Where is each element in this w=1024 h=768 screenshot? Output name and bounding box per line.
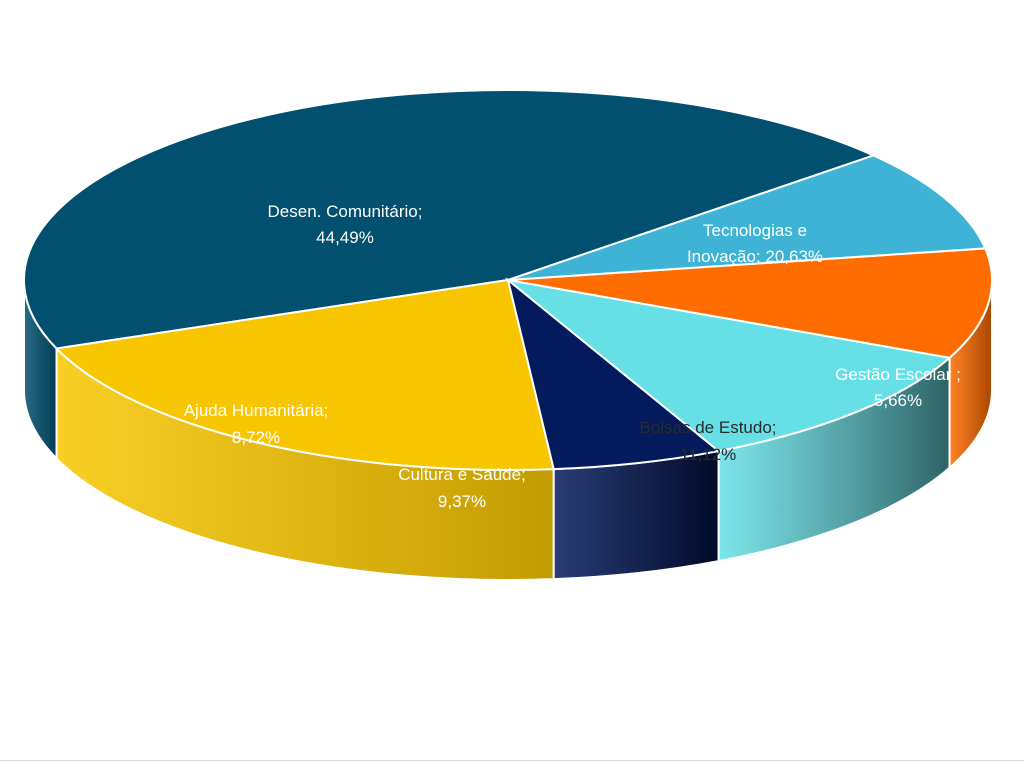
pie-slice-label-3: Bolsas de Estudo; 11,12% xyxy=(639,418,776,464)
pie-slice-value-3: 11,12% xyxy=(680,445,736,464)
pie-slice-side-2 xyxy=(552,449,720,581)
bottom-divider xyxy=(0,760,1024,761)
pie-slice-value-0: 44,49% xyxy=(316,228,374,247)
pie-slice-1 xyxy=(54,278,555,471)
pie-slice-label-5: Ajuda Humanitária; 8,72% xyxy=(184,401,329,447)
pie-slice-name-1: Tecnologias e xyxy=(703,221,807,240)
pie-slice-label-0: Desen. Comunitário; 44,49% xyxy=(268,202,423,247)
pie-slice-name-5: Ajuda Humanitária; xyxy=(184,401,329,420)
pie-slice-value-5: 8,72% xyxy=(232,428,280,447)
pie-slice-2 xyxy=(506,277,721,471)
pie-side-walls xyxy=(23,279,993,581)
pie-slice-label-1: Tecnologias e Inovação; 20,63% xyxy=(687,221,823,266)
pie-slice-4 xyxy=(507,247,993,359)
pie-slice-value-4: 9,37% xyxy=(438,492,486,511)
pie-slice-label-2: Gestão Escolar ; 5,66% xyxy=(835,365,961,410)
pie-slice-label-4: Cultura e Saúde; 9,37% xyxy=(398,465,526,511)
pie-slice-value-2: 5,66% xyxy=(874,391,922,410)
pie-top-faces xyxy=(23,89,993,471)
pie-slice-value-1: Inovação; 20,63% xyxy=(687,247,823,266)
pie-slice-0 xyxy=(23,89,877,350)
pie-slice-name-0: Desen. Comunitário; xyxy=(268,202,423,221)
pie-slice-name-2: Gestão Escolar ; xyxy=(835,365,961,384)
pie-slice-3 xyxy=(504,278,952,453)
pie-slice-name-3: Bolsas de Estudo; xyxy=(639,418,776,437)
pie-slice-name-4: Cultura e Saúde; xyxy=(398,465,526,484)
pie-slice-5 xyxy=(507,154,987,281)
pie-labels: Desen. Comunitário; 44,49% Tecnologias e In… xyxy=(184,202,961,511)
